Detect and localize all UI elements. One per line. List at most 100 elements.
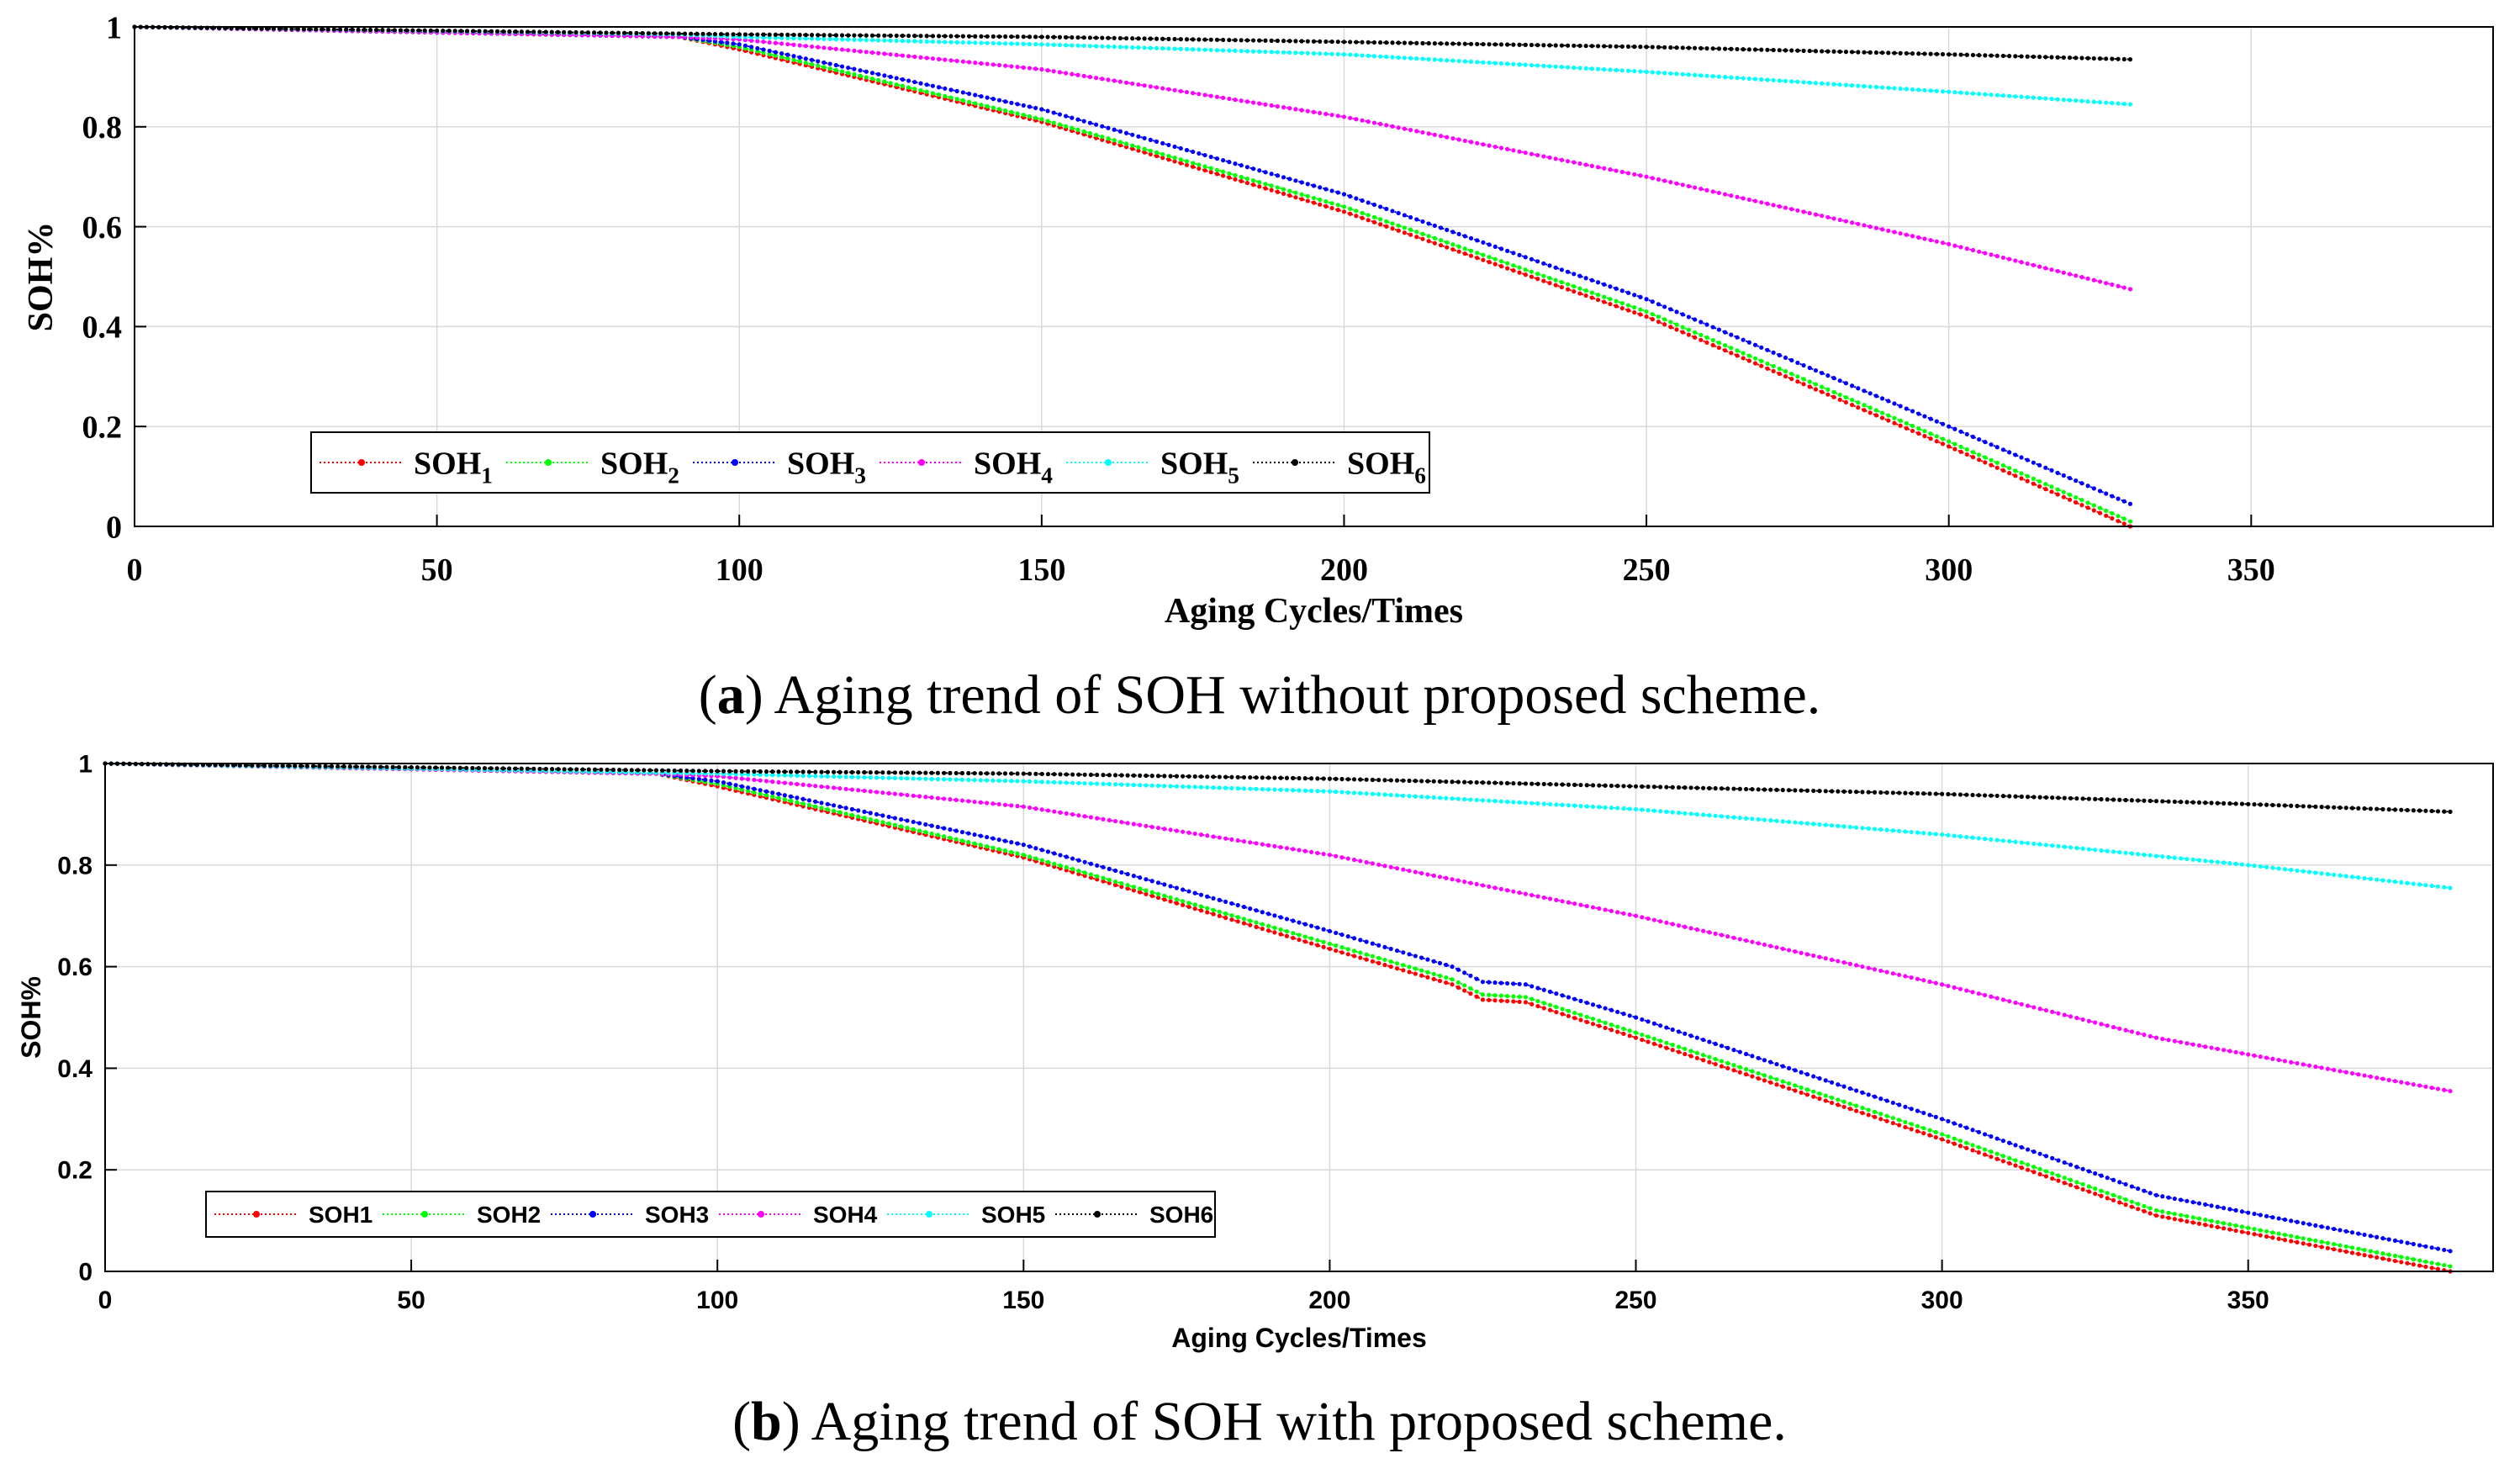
data-point [936, 56, 942, 61]
data-point [1716, 345, 1721, 351]
legend-subscript: 4 [1041, 463, 1053, 489]
data-point [1107, 866, 1112, 871]
data-point [2332, 805, 2337, 810]
data-point [1765, 347, 1770, 352]
data-point [1934, 419, 1939, 424]
data-point [1866, 1107, 1871, 1112]
data-point [1799, 1090, 1804, 1095]
data-point [1765, 201, 1770, 206]
data-point [2121, 101, 2126, 107]
data-point [2129, 1029, 2134, 1034]
data-point [924, 34, 929, 39]
data-point [1983, 440, 1988, 445]
data-point [1583, 276, 1588, 281]
data-point [1318, 110, 1323, 116]
data-point [2429, 1245, 2434, 1250]
data-point [733, 783, 738, 788]
data-point [1707, 1054, 1712, 1059]
data-point [966, 839, 971, 845]
data-point [1426, 40, 1431, 46]
data-point [2093, 1192, 2098, 1197]
data-point [1318, 202, 1323, 207]
data-point [1254, 908, 1259, 913]
data-point [1414, 56, 1419, 61]
data-point [1437, 973, 1443, 979]
data-point [2000, 462, 2006, 468]
data-point [1884, 970, 1889, 975]
data-point [1002, 771, 1008, 776]
data-point [1095, 772, 1100, 778]
data-point [1793, 788, 1798, 793]
data-point [1927, 1128, 1932, 1133]
data-point [1898, 418, 1903, 423]
data-point [615, 30, 621, 35]
data-point [874, 790, 880, 795]
data-point [1181, 887, 1186, 892]
data-point [1565, 43, 1571, 48]
data-point [1725, 786, 1730, 791]
data-point [1927, 791, 1932, 796]
data-point [1227, 160, 1232, 165]
data-point [1789, 377, 1794, 382]
data-point [2252, 801, 2257, 807]
data-point [2166, 854, 2171, 859]
legend-marker [1292, 459, 1298, 466]
data-point [1480, 997, 1486, 1002]
data-point [1413, 869, 1418, 875]
data-point [500, 766, 505, 771]
data-point [776, 779, 781, 785]
data-point [1915, 976, 1920, 981]
data-point [646, 30, 651, 36]
data-point [1674, 71, 1679, 77]
data-point [2338, 873, 2343, 878]
data-point [888, 81, 893, 86]
data-point [2074, 55, 2079, 61]
data-point [1039, 107, 1044, 112]
data-point [1327, 789, 1333, 794]
data-point [843, 769, 848, 774]
data-point [2049, 484, 2054, 489]
data-point [1817, 1096, 1822, 1102]
data-point [470, 765, 475, 771]
data-point [1492, 262, 1498, 267]
data-point [1886, 50, 1891, 55]
data-point [2343, 806, 2348, 811]
series-6 [132, 24, 2133, 62]
data-point [899, 816, 904, 822]
data-point [1644, 309, 1649, 314]
data-point [2442, 1087, 2447, 1092]
data-point [2301, 1236, 2306, 1241]
data-point [1186, 889, 1191, 894]
data-point [1284, 787, 1290, 793]
data-point [2239, 1209, 2245, 1214]
data-point [1003, 41, 1008, 46]
legend-marker [253, 1211, 260, 1218]
data-point [1565, 287, 1571, 292]
data-point [731, 32, 736, 37]
x-tick-label: 250 [1623, 552, 1671, 588]
data-point [1578, 1012, 1583, 1017]
data-point [1670, 1027, 1675, 1033]
data-point [1057, 122, 1063, 127]
data-point [1801, 209, 1806, 214]
data-point [791, 42, 796, 47]
data-point [739, 784, 744, 789]
data-point [712, 39, 718, 44]
series-line [104, 763, 2451, 889]
data-point [2301, 869, 2306, 874]
data-point [1474, 994, 1479, 999]
data-point [2025, 95, 2030, 100]
data-point [2160, 1209, 2165, 1214]
data-point [1033, 66, 1038, 71]
data-point [1994, 1156, 2000, 1161]
data-point [1384, 206, 1389, 212]
data-point [1178, 37, 1183, 42]
data-point [2068, 845, 2074, 850]
data-point [2067, 272, 2073, 277]
data-point [1756, 1075, 1761, 1081]
data-point [1903, 829, 1908, 834]
data-point [1694, 1055, 1699, 1060]
data-point [788, 773, 794, 778]
data-point [1021, 41, 1026, 46]
